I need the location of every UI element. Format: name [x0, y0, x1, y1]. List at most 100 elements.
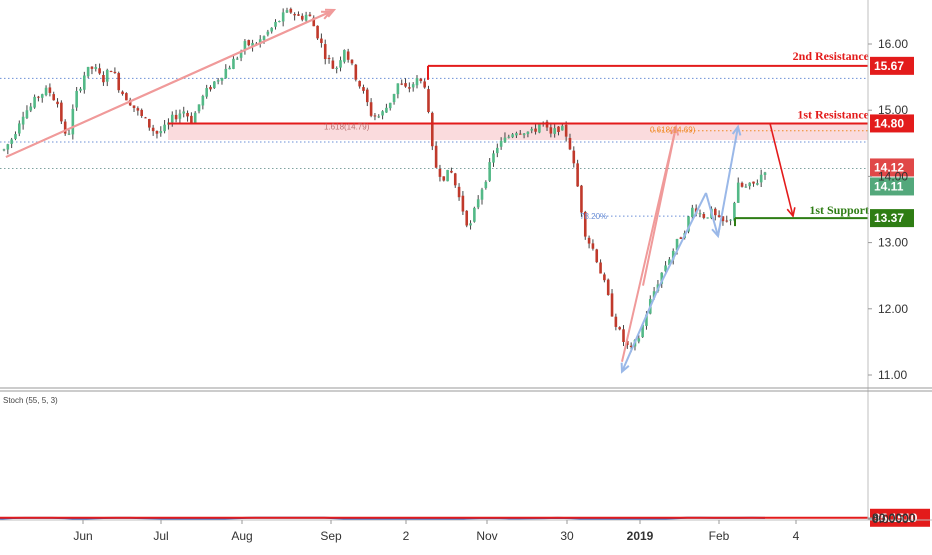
candle-body	[518, 133, 522, 135]
candle-body	[729, 219, 732, 221]
candle-body	[323, 44, 327, 60]
resistance-zone	[168, 123, 868, 140]
candle-body	[545, 121, 549, 128]
candle-body	[583, 211, 587, 237]
candle-body	[465, 210, 469, 226]
time-tick-label: Jul	[153, 529, 168, 543]
candle-body	[427, 89, 430, 113]
candle-body	[736, 182, 740, 203]
candle-body	[419, 78, 423, 82]
candle-body	[320, 38, 323, 43]
candle-body	[377, 116, 381, 118]
candle-body	[243, 41, 247, 50]
candle-body	[442, 176, 446, 181]
candle-body	[220, 78, 224, 81]
candle-body	[163, 124, 166, 132]
candle-body	[744, 186, 748, 188]
candle-body	[270, 27, 273, 32]
candle-body	[411, 84, 415, 88]
candle-body	[21, 116, 25, 125]
time-tick-label: Jun	[73, 529, 92, 543]
candle-body	[603, 274, 606, 281]
candle-body	[480, 189, 484, 200]
pink-arrow-uptrend-line	[5, 11, 331, 158]
candle-body	[121, 91, 124, 95]
candle-body	[446, 169, 449, 182]
price-tick-label: 11.00	[878, 368, 907, 382]
candle-body	[675, 238, 679, 251]
candle-body	[209, 86, 212, 90]
candle-body	[98, 68, 101, 74]
candle-body	[67, 133, 71, 135]
candle-body	[671, 250, 675, 260]
candle-body	[44, 87, 48, 96]
candle-body	[679, 237, 683, 239]
candle-body	[232, 58, 235, 69]
fib-left-annotation: 1.618(14.79)	[324, 122, 370, 131]
time-tick-label: Aug	[231, 529, 252, 543]
candle-body	[549, 127, 553, 134]
candle-body	[587, 237, 591, 244]
candle-body	[228, 67, 231, 70]
first-resistance-label: 1st Resistance	[797, 107, 869, 121]
candle-body	[86, 66, 90, 77]
candle-body	[580, 185, 583, 213]
candle-body	[668, 259, 671, 266]
stoch-value-bg	[870, 508, 930, 527]
first-resistance-value: 14.80	[874, 116, 904, 130]
time-tick-label: Sep	[320, 529, 342, 543]
blue-leg-arrow-3	[705, 192, 719, 237]
candle-body	[553, 128, 556, 134]
candle-body	[63, 121, 67, 134]
candle-body	[721, 216, 725, 222]
candle-body	[205, 88, 208, 97]
candle-body	[645, 314, 648, 326]
candle-body	[148, 119, 151, 128]
candle-body	[388, 102, 392, 109]
blue-leg-arrow-4	[717, 126, 739, 237]
candle-body	[102, 75, 105, 83]
candle-body	[652, 291, 656, 298]
candle-body	[503, 137, 507, 143]
candle-body	[660, 272, 664, 284]
candle-body	[423, 81, 426, 88]
stoch-last-value: 95.1510	[874, 511, 918, 525]
candle-body	[538, 122, 541, 133]
last-price-value-bg	[870, 158, 914, 177]
candle-body	[392, 93, 396, 103]
candle-body	[515, 133, 518, 136]
candle-body	[415, 78, 419, 86]
first-support-value: 13.37	[874, 211, 904, 225]
candle-body	[308, 14, 312, 17]
candle-body	[691, 207, 694, 218]
candle-body	[469, 223, 472, 226]
candle-body	[618, 327, 621, 330]
candle-body	[595, 249, 599, 263]
candle-body	[725, 220, 729, 222]
candle-body	[151, 127, 155, 132]
candle-body	[637, 338, 641, 342]
candle-body	[197, 104, 201, 112]
pink-projection-arrow-head	[669, 124, 680, 136]
candle-body	[170, 114, 174, 123]
projected-drop-arrow	[769, 123, 794, 217]
candle-body	[94, 67, 98, 70]
candle-body	[622, 329, 625, 342]
candle-body	[763, 172, 767, 175]
candle-body	[369, 102, 373, 116]
price-tick-label: 14.00	[878, 169, 908, 183]
candle-body	[629, 345, 633, 348]
candle-body	[453, 173, 457, 186]
price-tick-label: 12.00	[878, 302, 908, 316]
candle-body	[113, 71, 117, 74]
stoch-tick-label: 0.0000	[872, 512, 909, 526]
candle-body	[400, 83, 404, 85]
fib-small-annotation: 78.20%	[580, 212, 607, 221]
candle-body	[511, 134, 514, 138]
candle-body	[2, 149, 6, 151]
candle-body	[381, 111, 384, 116]
second-resistance-value: 15.67	[874, 59, 904, 73]
candle-body	[193, 112, 197, 124]
candle-body	[748, 182, 752, 187]
candle-body	[83, 75, 86, 90]
